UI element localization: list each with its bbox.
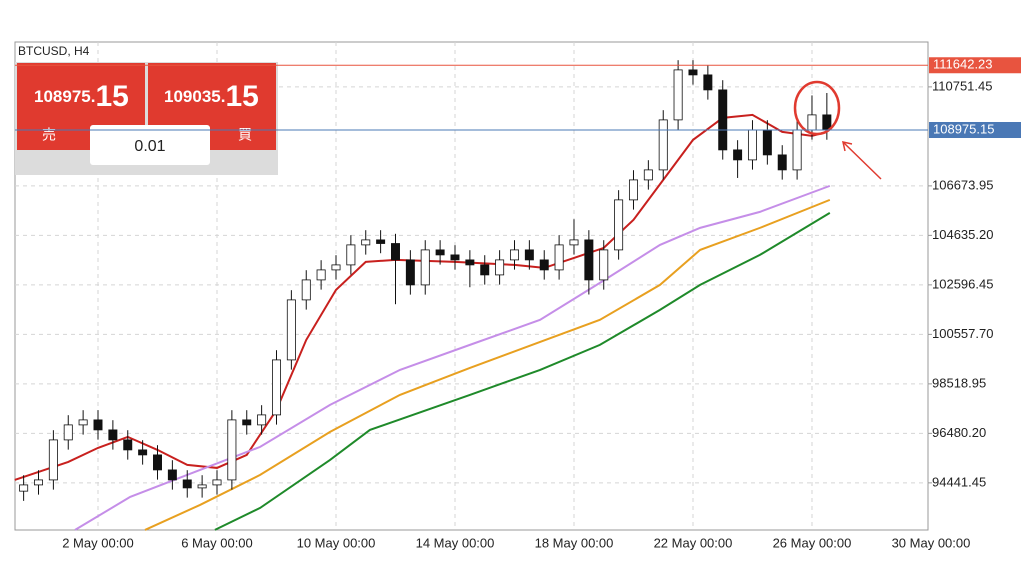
candle-body: [19, 484, 29, 492]
candle-body: [762, 129, 772, 156]
candle-body: [628, 179, 638, 201]
candle-body: [227, 419, 237, 481]
candle-body: [138, 449, 148, 456]
y-tick-label: 98518.95: [932, 375, 986, 390]
candle-body: [123, 439, 133, 451]
candle-body: [807, 114, 817, 131]
candle-body: [272, 359, 281, 416]
candle-body: [777, 154, 787, 171]
candle-body: [792, 129, 802, 171]
candle-body: [376, 239, 386, 244]
candle-body: [391, 243, 400, 261]
moving-average: [74, 184, 831, 531]
y-tick-label: 96480.20: [932, 425, 986, 440]
candle-body: [108, 429, 118, 441]
candle-body: [673, 69, 683, 121]
price-label-bg: [929, 122, 1021, 139]
x-tick-label: 6 May 00:00: [181, 535, 253, 550]
candle-body: [153, 454, 162, 471]
candle-body: [450, 254, 460, 261]
candle-body: [480, 264, 490, 276]
candle-body: [539, 259, 549, 271]
candle-body: [465, 259, 475, 266]
bid-price: 108975.15: [34, 80, 129, 113]
candle-body: [524, 249, 534, 261]
candle-body: [569, 239, 579, 246]
y-tick-label: 106673.95: [932, 177, 993, 192]
candle-body: [733, 149, 743, 161]
y-tick-label: 94441.45: [932, 474, 986, 489]
candle-body: [212, 479, 222, 486]
candle-body: [242, 419, 252, 426]
bid-main: 108975.: [34, 87, 95, 106]
candle-body: [435, 249, 445, 256]
y-tick-label: 110751.45: [932, 78, 993, 93]
candle-body: [257, 414, 267, 426]
candle-body: [346, 244, 356, 266]
candle-body: [331, 264, 341, 271]
price-label: 111642.23: [933, 57, 993, 72]
candle-body: [509, 249, 519, 261]
candle-body: [361, 239, 371, 246]
plot-frame: [14, 41, 929, 531]
x-tick-label: 10 May 00:00: [297, 535, 376, 550]
candle-body: [584, 239, 594, 281]
price-label: 108975.15: [933, 121, 994, 136]
ask-fraction: 15: [225, 80, 258, 113]
chart-title: BTCUSD, H4: [18, 44, 90, 58]
y-tick-label: 102596.45: [932, 276, 993, 291]
candle-body: [614, 199, 624, 251]
x-tick-label: 18 May 00:00: [535, 535, 614, 550]
candle-body: [301, 279, 311, 301]
candle-body: [658, 119, 668, 171]
volume-box[interactable]: [90, 125, 210, 165]
candle-body: [78, 419, 88, 426]
x-tick-label: 30 May 00:00: [892, 535, 971, 550]
x-tick-label: 2 May 00:00: [62, 535, 134, 550]
candle-body: [93, 419, 103, 431]
candle-body: [703, 74, 713, 91]
price-label-bg: [929, 57, 1021, 74]
candle-body: [554, 244, 564, 271]
candle-body: [405, 259, 415, 286]
ask-price: 109035.15: [164, 80, 259, 113]
x-tick-label: 14 May 00:00: [416, 535, 495, 550]
annotation-arrow: [842, 141, 882, 180]
candle-body: [643, 169, 653, 181]
candle-body: [688, 69, 698, 76]
candle-body: [197, 484, 207, 489]
volume: 0.01: [134, 138, 165, 155]
candle-body: [167, 469, 177, 481]
candle-body: [63, 424, 73, 441]
sell-label: 売: [42, 127, 56, 143]
highlight-circle: [793, 80, 841, 136]
candle-body: [599, 249, 609, 281]
buy-label: 買: [238, 127, 252, 143]
candle-body: [182, 479, 192, 489]
candle-body: [286, 299, 296, 361]
candle-body: [495, 259, 505, 276]
x-tick-label: 22 May 00:00: [654, 535, 733, 550]
candle-body: [316, 269, 326, 281]
ask-main: 109035.: [164, 87, 225, 106]
x-tick-label: 26 May 00:00: [773, 535, 852, 550]
candle-body: [34, 479, 43, 486]
moving-average: [214, 212, 831, 531]
y-tick-label: 100557.70: [932, 326, 993, 341]
y-tick-label: 104635.20: [932, 227, 993, 242]
trade-panel: 108975.15 109035.15 売 買 0.01: [15, 62, 278, 175]
candle-body: [718, 89, 728, 151]
bid-fraction: 15: [95, 80, 128, 113]
candle-body: [48, 439, 58, 481]
candle-body: [420, 249, 430, 286]
moving-average: [144, 198, 831, 531]
candle-body: [747, 129, 757, 161]
